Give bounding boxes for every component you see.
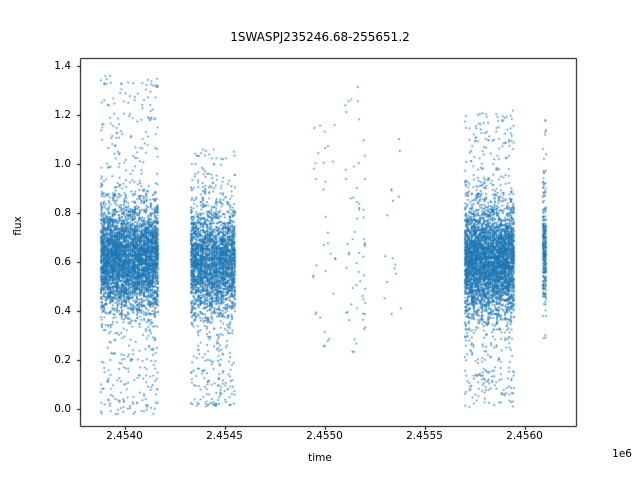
y-tick-label: 1.4 (54, 59, 71, 72)
x-axis-label: time (308, 452, 332, 464)
y-axis-label: flux (12, 216, 24, 236)
x-tick-label: 2.4540 (106, 430, 143, 442)
y-tick-label: 1.2 (54, 108, 71, 121)
y-tick-label: 0.0 (54, 403, 71, 416)
x-tick-label: 2.4560 (506, 430, 543, 442)
x-tick-label: 2.4555 (406, 430, 443, 442)
x-tick-label: 2.4545 (206, 430, 243, 442)
y-tick-label: 0.4 (54, 305, 71, 318)
y-tick-label: 1.0 (54, 157, 71, 170)
x-tick-label: 2.4550 (306, 430, 343, 442)
y-tick-label: 0.8 (54, 207, 71, 220)
page-title: 1SWASPJ235246.68-255651.2 (230, 30, 410, 44)
x-axis-offset-text: 1e6 (612, 448, 632, 460)
y-tick-label: 0.6 (54, 256, 71, 269)
y-tick-label: 0.2 (54, 354, 71, 367)
